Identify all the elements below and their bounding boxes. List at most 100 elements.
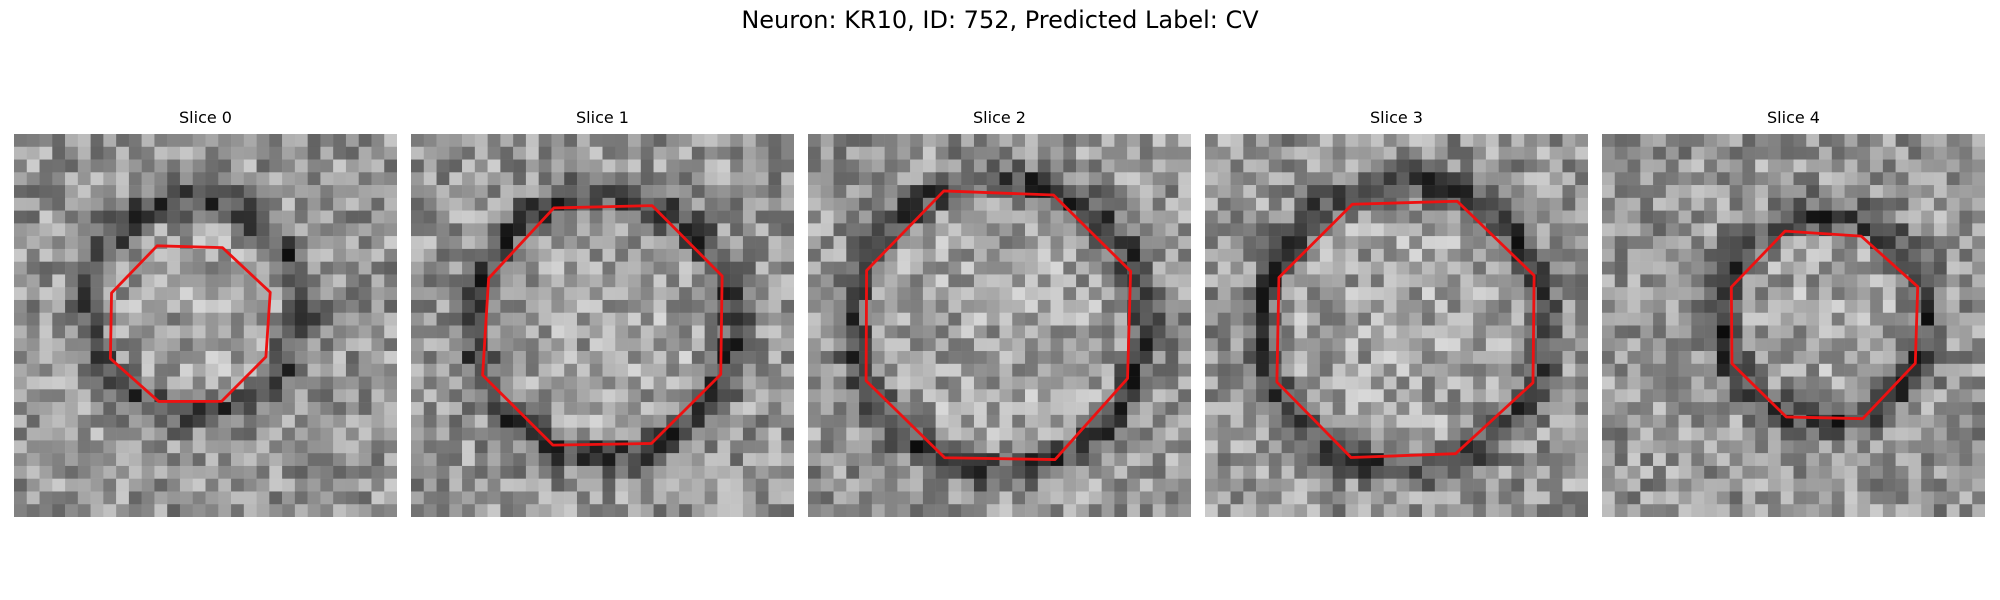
pixel <box>628 478 642 492</box>
pixel <box>192 210 206 224</box>
pixel <box>1217 389 1231 403</box>
pixel <box>358 172 372 186</box>
pixel <box>1844 274 1858 288</box>
pixel <box>1780 504 1794 517</box>
pixel <box>141 453 155 467</box>
pixel <box>1319 363 1333 377</box>
pixel <box>1012 159 1026 173</box>
pixel <box>1383 210 1397 224</box>
pixel <box>1678 312 1692 326</box>
pixel <box>615 504 629 517</box>
pixel <box>411 185 425 199</box>
pixel <box>1640 299 1654 313</box>
pixel <box>730 363 744 377</box>
pixel <box>1562 389 1576 403</box>
pixel <box>922 389 936 403</box>
pixel <box>1895 197 1909 211</box>
pixel <box>589 210 603 224</box>
pixel <box>65 172 79 186</box>
pixel <box>1063 363 1077 377</box>
pixel <box>14 223 28 237</box>
pixel <box>423 197 437 211</box>
pixel <box>884 402 898 416</box>
pixel <box>1205 274 1219 288</box>
pixel <box>411 134 425 148</box>
pixel <box>525 491 539 505</box>
pixel <box>551 134 565 148</box>
pixel <box>1908 402 1922 416</box>
pixel <box>1152 491 1166 505</box>
pixel <box>1101 197 1115 211</box>
pixel <box>1050 134 1064 148</box>
pixel <box>282 465 296 479</box>
pixel <box>884 478 898 492</box>
pixel <box>999 287 1013 301</box>
pixel <box>14 351 28 365</box>
pixel <box>666 197 680 211</box>
pixel <box>1627 414 1641 428</box>
pixel <box>1511 504 1525 517</box>
pixel <box>602 453 616 467</box>
pixel <box>615 427 629 441</box>
pixel <box>1396 159 1410 173</box>
pixel <box>1178 223 1191 237</box>
pixel <box>167 146 181 160</box>
pixel <box>1256 389 1270 403</box>
pixel <box>1178 504 1191 517</box>
pixel <box>1037 465 1051 479</box>
pixel <box>742 185 756 199</box>
pixel <box>730 427 744 441</box>
pixel <box>576 325 590 339</box>
pixel <box>231 312 245 326</box>
pixel <box>961 210 975 224</box>
pixel <box>846 197 860 211</box>
pixel <box>1691 223 1705 237</box>
pixel <box>1485 478 1499 492</box>
pixel <box>1921 210 1935 224</box>
pixel <box>1127 414 1141 428</box>
pixel <box>1742 440 1756 454</box>
pixel <box>1678 134 1692 148</box>
pixel <box>1870 223 1884 237</box>
pixel <box>307 134 321 148</box>
pixel <box>1716 146 1730 160</box>
pixel <box>640 427 654 441</box>
pixel <box>282 312 296 326</box>
pixel <box>1614 299 1628 313</box>
pixel <box>781 223 794 237</box>
pixel <box>1908 172 1922 186</box>
pixel <box>1780 351 1794 365</box>
pixel <box>345 504 359 517</box>
pixel <box>1307 504 1321 517</box>
pixel <box>1562 261 1576 275</box>
pixel <box>897 236 911 250</box>
pixel <box>1562 210 1576 224</box>
pixel <box>320 376 334 390</box>
pixel <box>1602 363 1616 377</box>
pixel <box>1653 325 1667 339</box>
pixel <box>205 504 219 517</box>
pixel <box>628 210 642 224</box>
pixel <box>1844 465 1858 479</box>
pixel <box>14 312 28 326</box>
pixel <box>1063 376 1077 390</box>
pixel <box>65 376 79 390</box>
pixel <box>358 197 372 211</box>
pixel <box>436 172 450 186</box>
pixel <box>1358 223 1372 237</box>
pixel <box>462 363 476 377</box>
pixel <box>1755 210 1769 224</box>
pixel <box>1460 363 1474 377</box>
pixel <box>1729 134 1743 148</box>
pixel <box>1281 312 1295 326</box>
pixel <box>1933 351 1947 365</box>
pixel <box>704 440 718 454</box>
pixel <box>1012 274 1026 288</box>
pixel <box>1101 389 1115 403</box>
pixel <box>1844 185 1858 199</box>
pixel <box>961 478 975 492</box>
pixel <box>1114 274 1128 288</box>
pixel <box>154 287 168 301</box>
pixel <box>1268 134 1282 148</box>
pixel <box>1511 223 1525 237</box>
